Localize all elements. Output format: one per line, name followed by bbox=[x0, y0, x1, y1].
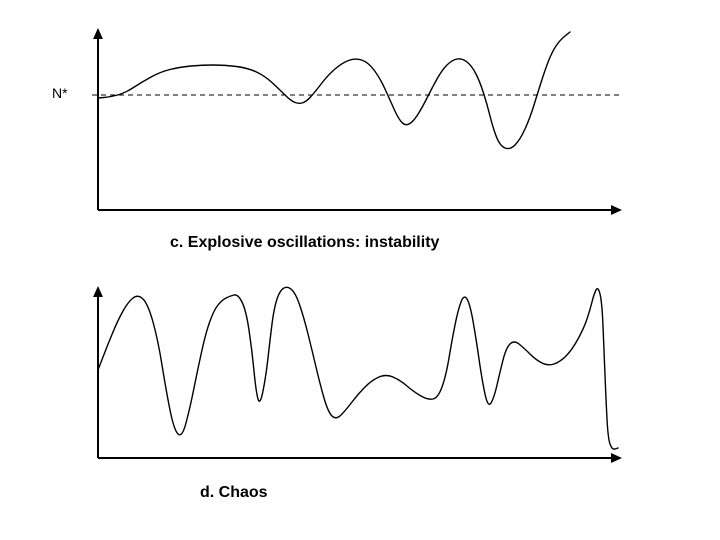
panel-d bbox=[80, 280, 640, 470]
caption-d: d. Chaos bbox=[200, 484, 268, 502]
panel-c: N* bbox=[80, 20, 640, 220]
caption-c: c. Explosive oscillations: instability bbox=[170, 234, 439, 252]
page: N* c. Explosive oscillations: instabilit… bbox=[0, 0, 720, 540]
y-axis-label: N* bbox=[52, 85, 68, 101]
series-line bbox=[98, 287, 618, 449]
series-line bbox=[98, 32, 570, 149]
